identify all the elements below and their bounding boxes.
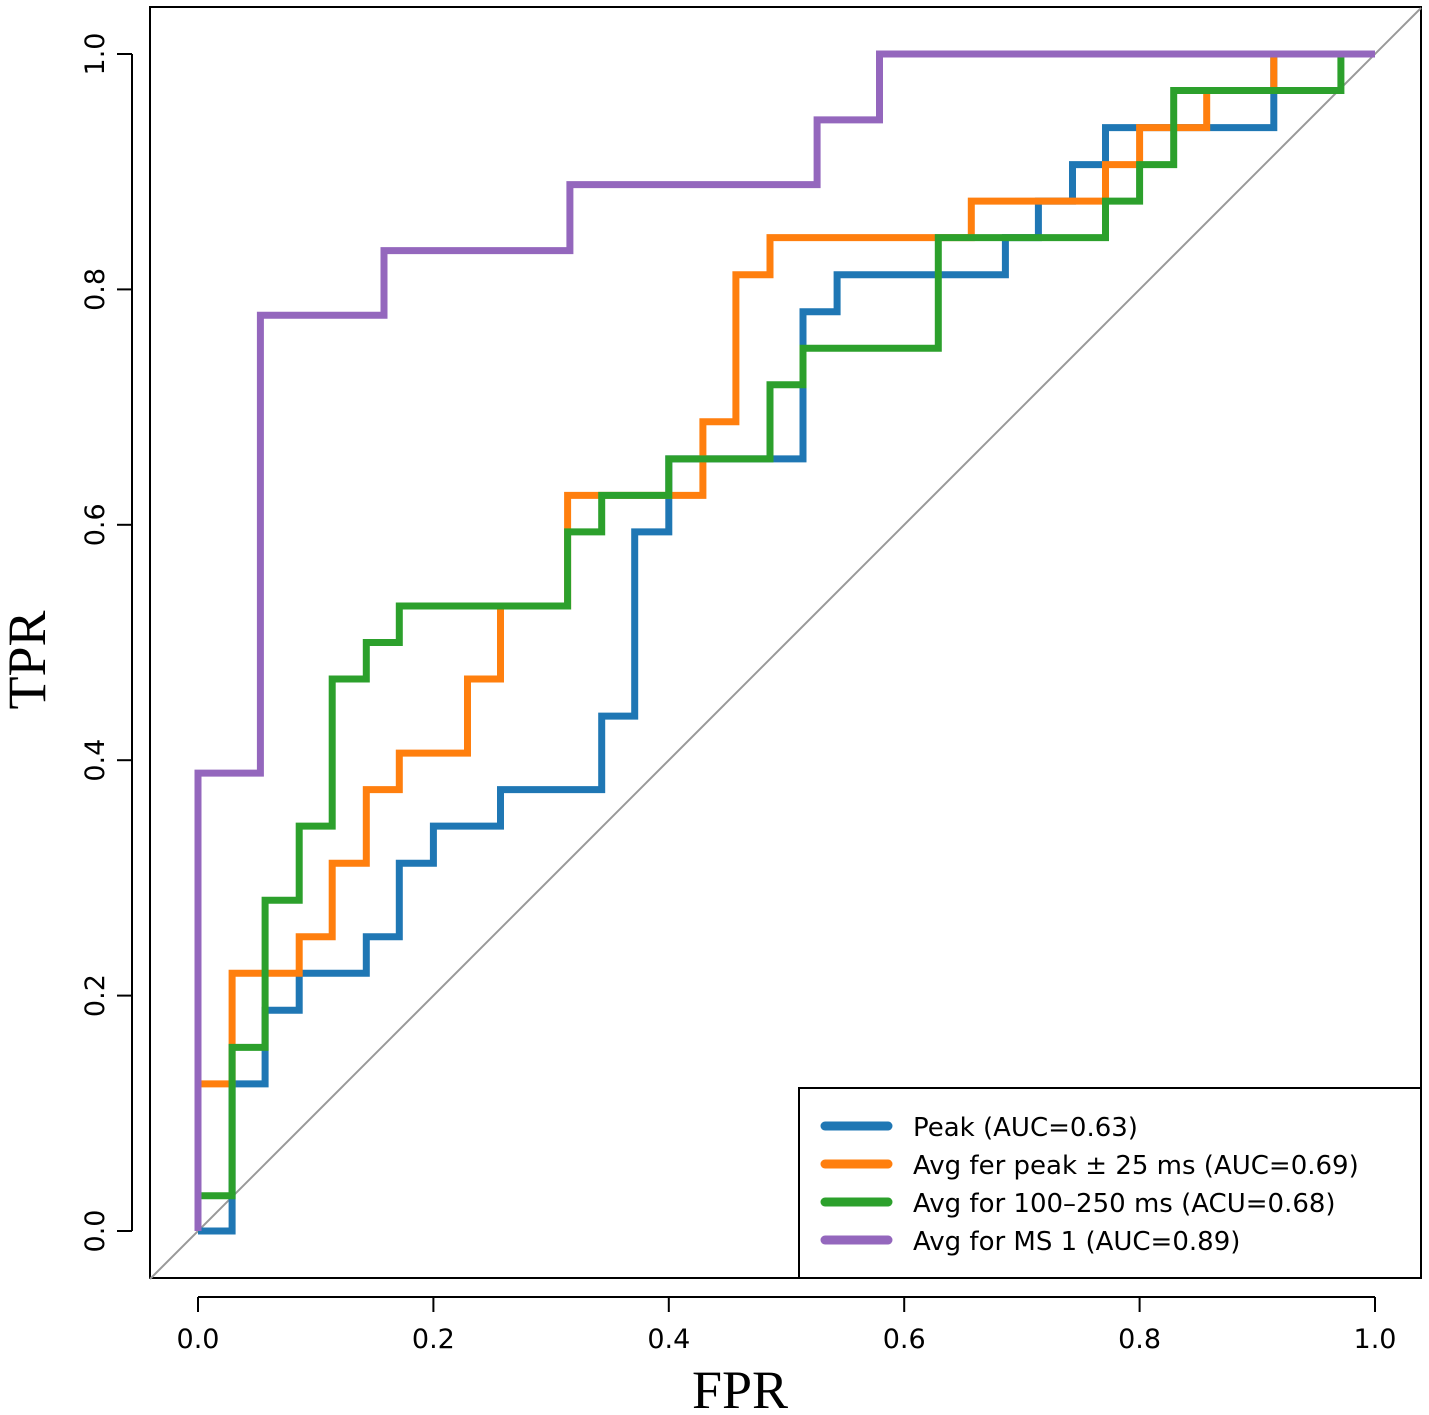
y-tick-label: 0.2 bbox=[80, 974, 111, 1017]
x-axis-title: FPR bbox=[692, 1360, 788, 1415]
x-tick-label: 0.8 bbox=[1118, 1324, 1161, 1355]
y-tick-label: 0.6 bbox=[80, 503, 111, 546]
series-line-2 bbox=[194, 50, 1375, 1231]
y-tick-label: 0.0 bbox=[80, 1210, 111, 1253]
legend-label-3: Avg for 100–250 ms (ACU=0.68) bbox=[913, 1189, 1336, 1219]
plot-frame bbox=[149, 6, 1422, 1279]
x-tick-label: 1.0 bbox=[1354, 1324, 1397, 1355]
y-tick-label: 1.0 bbox=[80, 33, 111, 76]
legend-box bbox=[798, 1087, 1422, 1279]
legend-label-1: Peak (AUC=0.63) bbox=[913, 1113, 1138, 1143]
y-axis-title: TPR bbox=[0, 610, 57, 709]
reference-diagonal-line bbox=[149, 7, 1422, 1280]
series-group bbox=[194, 50, 1375, 1235]
y-tick-label: 0.8 bbox=[80, 268, 111, 311]
legend-label-2: Avg fer peak ± 25 ms (AUC=0.69) bbox=[913, 1151, 1359, 1181]
y-tick-label: 0.4 bbox=[80, 739, 111, 782]
y-axis: 0.0 0.2 0.4 0.6 0.8 1.0 bbox=[80, 33, 133, 1253]
x-tick-label: 0.6 bbox=[883, 1324, 926, 1355]
x-tick-label: 0.0 bbox=[177, 1324, 220, 1355]
x-tick-label: 0.2 bbox=[412, 1324, 455, 1355]
x-tick-label: 0.4 bbox=[647, 1324, 690, 1355]
x-axis: 0.0 0.2 0.4 0.6 0.8 1.0 bbox=[177, 1296, 1397, 1355]
series-line-3 bbox=[194, 50, 1375, 1231]
legend: Peak (AUC=0.63) Avg fer peak ± 25 ms (AUC… bbox=[798, 1087, 1422, 1279]
series-line-4 bbox=[194, 50, 1375, 1231]
legend-label-4: Avg for MS 1 (AUC=0.89) bbox=[913, 1227, 1240, 1257]
